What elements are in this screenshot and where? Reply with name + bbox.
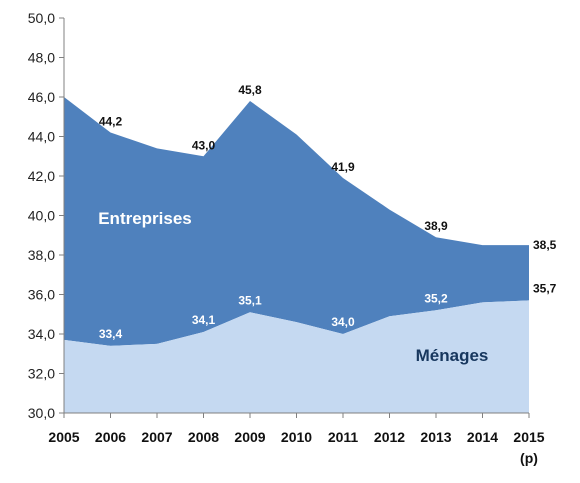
menages-data-label: 35,2: [424, 291, 448, 305]
x-tick-label: 2005: [48, 429, 79, 445]
x-tick-label: 2014: [467, 429, 498, 445]
y-tick-label: 44,0: [28, 129, 55, 145]
menages-data-label: 33,4: [99, 327, 123, 341]
menages-area: [64, 300, 529, 413]
y-tick-label: 30,0: [28, 405, 55, 421]
x-tick-note: (p): [520, 450, 538, 466]
y-tick-label: 50,0: [28, 10, 55, 26]
y-tick-label: 48,0: [28, 50, 55, 66]
y-tick-label: 36,0: [28, 287, 55, 303]
y-tick-label: 34,0: [28, 326, 55, 342]
menages-data-label: 34,1: [192, 313, 216, 327]
x-tick-label: 2008: [188, 429, 219, 445]
x-tick-label: 2015: [513, 429, 544, 445]
series-name-menages: Ménages: [416, 346, 489, 365]
x-tick-label: 2009: [234, 429, 265, 445]
x-tick-label: 2006: [95, 429, 126, 445]
total-data-label: 38,5: [533, 238, 557, 252]
axes-layer: 30,0 32,0 34,0 36,0 38,0 40,0 42,0 44,0 46,0 48,0…: [28, 10, 545, 466]
menages-data-label: 35,1: [238, 293, 262, 307]
x-tick-label: 2012: [374, 429, 405, 445]
areas-layer: [64, 97, 529, 413]
y-tick-label: 46,0: [28, 89, 55, 105]
menages-data-label: 34,0: [331, 315, 355, 329]
series-name-entreprises: Entreprises: [98, 209, 192, 228]
total-data-label: 44,2: [99, 115, 123, 129]
total-data-label: 41,9: [331, 160, 355, 174]
y-tick-label: 38,0: [28, 247, 55, 263]
y-tick-label: 42,0: [28, 168, 55, 184]
labels-layer: 33,4 34,1 35,1 34,0 35,2 35,7 44,2 43,0 45,8 41,9…: [98, 83, 556, 365]
menages-data-label: 35,7: [533, 281, 557, 295]
entreprises-area: [64, 97, 529, 346]
x-tick-label: 2013: [420, 429, 451, 445]
total-data-label: 45,8: [238, 83, 262, 97]
x-tick-label: 2010: [281, 429, 312, 445]
total-data-label: 43,0: [192, 138, 216, 152]
x-tick-label: 2011: [328, 429, 359, 445]
total-data-label: 38,9: [424, 219, 448, 233]
x-tick-label: 2007: [141, 429, 172, 445]
y-tick-label: 40,0: [28, 208, 55, 224]
y-tick-label: 32,0: [28, 366, 55, 382]
